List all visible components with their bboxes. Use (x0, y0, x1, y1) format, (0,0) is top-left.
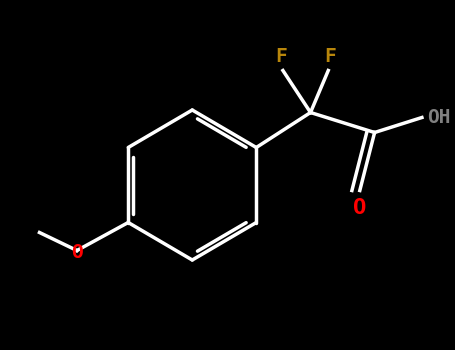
Text: OH: OH (427, 108, 450, 127)
Text: O: O (71, 243, 83, 262)
Text: F: F (324, 47, 336, 65)
Text: O: O (353, 198, 366, 218)
Text: F: F (275, 47, 287, 65)
